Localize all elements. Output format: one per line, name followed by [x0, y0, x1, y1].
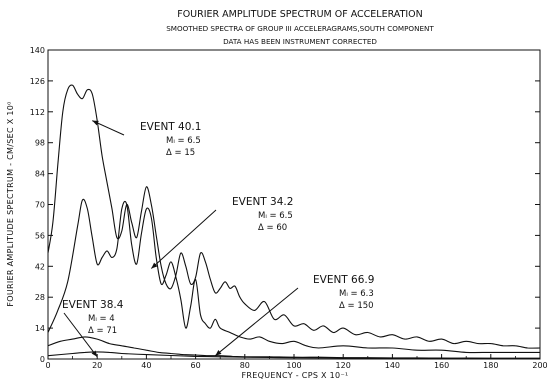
y-tick-label: 140	[30, 46, 45, 55]
y-tick-label: 14	[35, 324, 45, 333]
plot-frame	[47, 49, 541, 360]
annotation-arrowhead	[215, 349, 222, 356]
chart-title: FOURIER AMPLITUDE SPECTRUM OF ACCELERATI…	[177, 9, 423, 20]
series-line-event-34-2	[47, 198, 540, 354]
x-tick-label: 60	[191, 361, 201, 370]
series-lines	[47, 84, 541, 359]
annotation-event-label: EVENT 40.1	[140, 121, 201, 133]
series-line-event-38-4	[47, 351, 540, 359]
annotation-magnitude: Mₗ = 6.5	[258, 211, 293, 221]
series-annotations: EVENT 40.1 Mₗ = 6.5 Δ = 15 EVENT 34.2 Mₗ = 6…	[62, 120, 374, 358]
y-tick-label: 126	[30, 77, 45, 86]
annotation-magnitude: Mₗ = 4	[88, 314, 115, 324]
annotation-distance: Δ = 150	[339, 301, 374, 311]
y-tick-label: 56	[35, 231, 45, 240]
y-tick-label: 42	[35, 262, 45, 271]
series-line-event-40-1	[47, 84, 541, 349]
annotation-distance: Δ = 60	[258, 223, 287, 233]
axis-ticks: 0 20 40 60 80 100 120 140 160 180 200 0 14 28 42 56 70 84…	[30, 46, 548, 370]
x-tick-label: 100	[286, 361, 301, 370]
y-tick-label: 112	[30, 108, 45, 117]
annotation-event-label: EVENT 34.2	[232, 196, 293, 208]
x-tick-label: 120	[336, 361, 351, 370]
x-tick-label: 160	[434, 361, 449, 370]
y-tick-label: 98	[35, 139, 45, 148]
chart-subtitle: SMOOTHED SPECTRA OF GROUP III ACCELERAGR…	[166, 24, 434, 33]
y-tick-label: 70	[35, 201, 45, 210]
annotation-event-34-2: EVENT 34.2 Mₗ = 6.5 Δ = 60	[150, 196, 293, 269]
y-tick-label: 0	[40, 355, 45, 364]
y-tick-label: 84	[35, 170, 45, 179]
annotation-arrowhead	[92, 120, 99, 126]
annotation-event-label: EVENT 38.4	[62, 299, 124, 311]
annotation-magnitude: Mₗ = 6.3	[339, 289, 374, 299]
annotation-distance: Δ = 15	[166, 148, 195, 158]
annotation-arrow	[63, 312, 98, 358]
x-tick-label: 20	[92, 361, 102, 370]
x-tick-label: 180	[483, 361, 498, 370]
annotation-event-38-4: EVENT 38.4 Mₗ = 4 Δ = 71	[62, 299, 124, 358]
plot-axes	[47, 49, 541, 360]
chart-note: DATA HAS BEEN INSTRUMENT CORRECTED	[223, 37, 377, 46]
annotation-arrow	[214, 287, 299, 357]
annotation-magnitude: Mₗ = 6.5	[166, 136, 201, 146]
y-tick-label: 28	[35, 293, 45, 302]
y-axis-label: FOURIER AMPLITUDE SPECTRUM - CM/SEC X 10…	[6, 101, 15, 306]
annotation-event-40-1: EVENT 40.1 Mₗ = 6.5 Δ = 15	[92, 120, 201, 158]
annotation-event-label: EVENT 66.9	[313, 274, 374, 286]
annotation-arrow	[150, 209, 217, 269]
x-tick-label: 140	[385, 361, 400, 370]
annotation-arrowhead	[151, 262, 158, 269]
x-tick-label: 40	[141, 361, 151, 370]
x-axis-label: FREQUENCY - CPS X 10⁻¹	[242, 371, 349, 380]
x-tick-label: 0	[45, 361, 50, 370]
x-tick-label: 200	[532, 361, 547, 370]
annotation-event-66-9: EVENT 66.9 Mₗ = 6.3 Δ = 150	[214, 274, 374, 357]
x-tick-label: 80	[240, 361, 250, 370]
annotation-arrowhead	[91, 350, 98, 357]
annotation-distance: Δ = 71	[88, 326, 117, 336]
